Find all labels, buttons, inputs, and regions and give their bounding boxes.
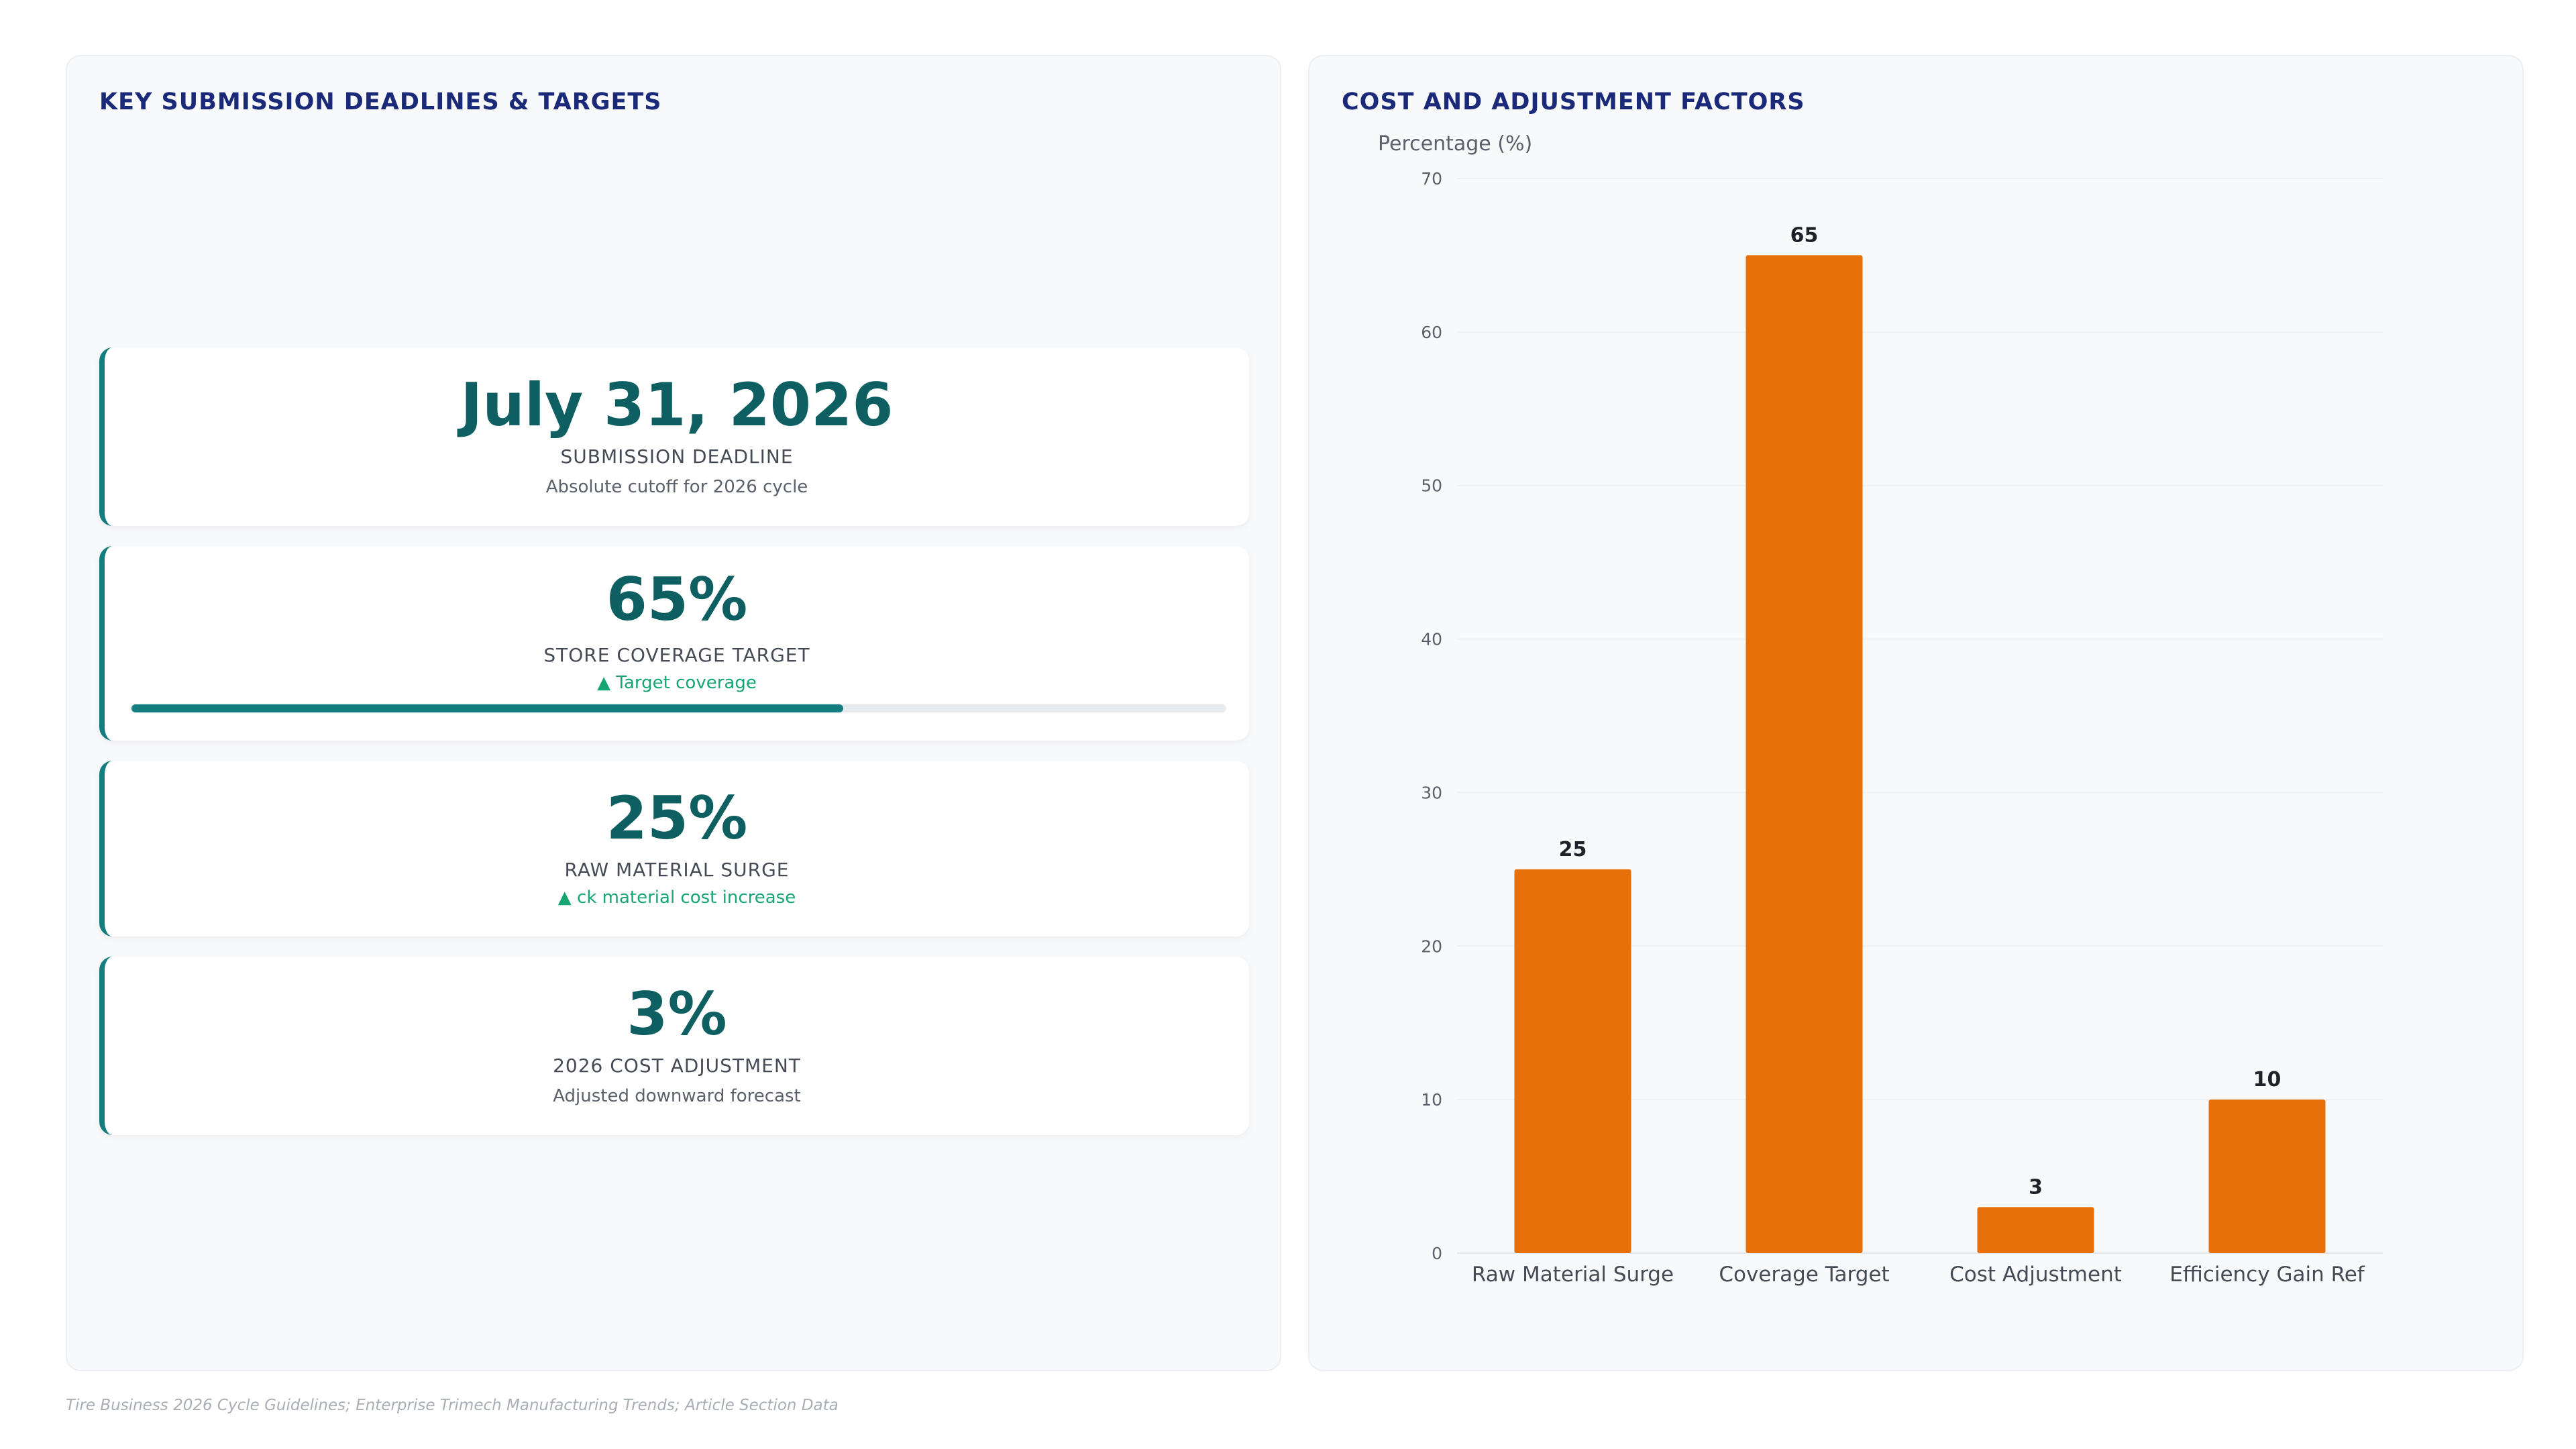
y-tick-label: 20 <box>1421 936 1442 956</box>
kpi-trend-text: ▲ ck material cost increase <box>105 888 1249 908</box>
kpi-value: 3% <box>105 982 1249 1046</box>
bar <box>1978 1207 2094 1253</box>
bar <box>1746 255 1863 1253</box>
kpi-card-cost-adjustment: 3% 2026 COST ADJUSTMENT Adjusted downwar… <box>99 957 1249 1135</box>
kpi-card-store-coverage: 65% STORE COVERAGE TARGET ▲ Target cover… <box>99 546 1249 741</box>
deadlines-panel: KEY SUBMISSION DEADLINES & TARGETS July … <box>66 55 1281 1371</box>
kpi-subtext: Absolute cutoff for 2026 cycle <box>105 477 1249 497</box>
kpi-value: July 31, 2026 <box>105 373 1249 437</box>
kpi-subtext: Adjusted downward forecast <box>105 1086 1249 1106</box>
kpi-label: 2026 COST ADJUSTMENT <box>105 1055 1249 1077</box>
kpi-trend-text: ▲ Target coverage <box>105 673 1249 693</box>
bar <box>1515 869 1631 1253</box>
deadlines-panel-title: KEY SUBMISSION DEADLINES & TARGETS <box>99 89 661 115</box>
data-label: 10 <box>2253 1068 2282 1091</box>
coverage-progress-fill <box>131 704 843 712</box>
kpi-label: RAW MATERIAL SURGE <box>105 859 1249 881</box>
y-tick-label: 10 <box>1421 1090 1442 1110</box>
y-tick-label: 0 <box>1432 1244 1442 1263</box>
x-tick-label: Raw Material Surge <box>1472 1263 1674 1287</box>
data-label: 25 <box>1559 838 1587 861</box>
y-tick-label: 60 <box>1421 323 1442 342</box>
y-tick-label: 40 <box>1421 630 1442 649</box>
kpi-label: SUBMISSION DEADLINE <box>105 445 1249 468</box>
x-tick-label: Coverage Target <box>1719 1263 1889 1287</box>
kpi-card-raw-material-surge: 25% RAW MATERIAL SURGE ▲ ck material cos… <box>99 761 1249 936</box>
data-label: 3 <box>2029 1175 2043 1199</box>
x-tick-label: Cost Adjustment <box>1949 1263 2122 1287</box>
bar-chart: Percentage (%) 0 10 20 30 40 50 60 70 25 Raw Mater… <box>1309 56 2522 1370</box>
coverage-progress-bar <box>131 704 1226 712</box>
data-label: 65 <box>1790 223 1819 247</box>
y-axis-label: Percentage (%) <box>1378 132 1532 156</box>
y-tick-label: 30 <box>1421 783 1442 802</box>
kpi-card-submission-deadline: July 31, 2026 SUBMISSION DEADLINE Absolu… <box>99 347 1249 526</box>
kpi-value: 65% <box>105 568 1249 632</box>
bar <box>2209 1099 2326 1253</box>
y-tick-label: 70 <box>1421 169 1442 189</box>
cost-factors-panel: COST AND ADJUSTMENT FACTORS Percentage (… <box>1308 55 2524 1371</box>
source-footer: Tire Business 2026 Cycle Guidelines; Ent… <box>66 1397 839 1414</box>
x-tick-label: Efficiency Gain Ref <box>2169 1263 2365 1287</box>
kpi-label: STORE COVERAGE TARGET <box>105 644 1249 666</box>
y-tick-label: 50 <box>1421 476 1442 496</box>
kpi-value: 25% <box>105 786 1249 851</box>
